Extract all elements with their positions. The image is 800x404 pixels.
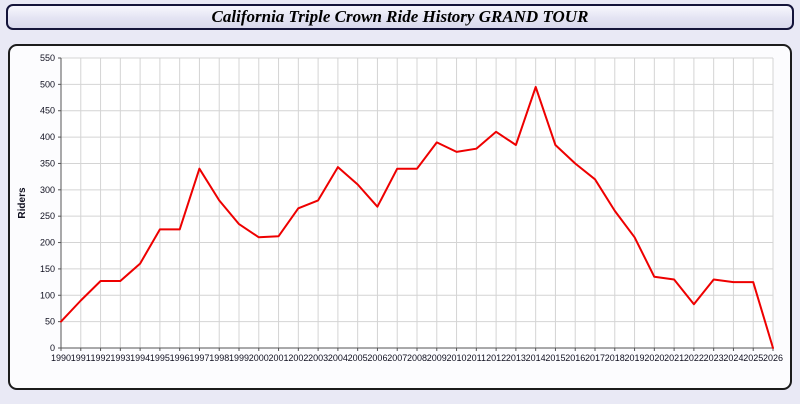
x-tick-label: 2003	[308, 353, 328, 363]
y-tick-label: 100	[40, 290, 55, 300]
riders-line-chart: 1990 1991 1992 1993 1994 1995 1996 1997 1998 1999…	[17, 53, 783, 363]
x-tick-label: 2018	[605, 353, 625, 363]
x-tick-label: 2021	[664, 353, 684, 363]
x-tick-label: 2020	[644, 353, 664, 363]
x-tick-label: 2000	[249, 353, 269, 363]
y-tick-label: 300	[40, 185, 55, 195]
y-tick-label: 550	[40, 53, 55, 63]
x-tick-label: 2008	[407, 353, 427, 363]
y-tick-label: 250	[40, 211, 55, 221]
x-tick-label: 2002	[288, 353, 308, 363]
x-tick-label: 2005	[348, 353, 368, 363]
y-tick-label: 350	[40, 158, 55, 168]
y-tick-label: 400	[40, 132, 55, 142]
x-tick-label: 1996	[170, 353, 190, 363]
chart-panel: 1990 1991 1992 1993 1994 1995 1996 1997 1998 1999…	[8, 44, 792, 390]
x-tick-label: 2017	[585, 353, 605, 363]
x-tick-label: 2025	[743, 353, 763, 363]
x-tick-label: 1991	[71, 353, 91, 363]
x-tick-label: 2026	[763, 353, 783, 363]
x-tick-label: 1993	[110, 353, 130, 363]
y-tick-label: 0	[50, 343, 55, 353]
page-title: California Triple Crown Ride History GRA…	[211, 7, 589, 26]
y-axis-title: Riders	[17, 187, 28, 219]
y-tick-label: 500	[40, 79, 55, 89]
x-tick-label: 1998	[209, 353, 229, 363]
x-tick-label: 2009	[427, 353, 447, 363]
x-tick-label: 2019	[625, 353, 645, 363]
x-tick-label: 1999	[229, 353, 249, 363]
x-tick-label: 1990	[51, 353, 71, 363]
x-tick-label: 1997	[189, 353, 209, 363]
x-tick-label: 1994	[130, 353, 150, 363]
x-tick-label: 2012	[486, 353, 506, 363]
x-tick-label: 2001	[269, 353, 289, 363]
x-tick-label: 2004	[328, 353, 348, 363]
x-tick-label: 2006	[367, 353, 387, 363]
y-tick-label: 50	[45, 317, 55, 327]
x-tick-label: 1995	[150, 353, 170, 363]
x-tick-label: 1992	[91, 353, 111, 363]
x-tick-label: 2010	[447, 353, 467, 363]
x-tick-label: 2013	[506, 353, 526, 363]
x-tick-label: 2022	[684, 353, 704, 363]
x-tick-label: 2011	[467, 353, 486, 363]
y-tick-label: 450	[40, 106, 55, 116]
y-tick-label: 200	[40, 238, 55, 248]
riders-series-line	[60, 86, 774, 349]
x-tick-label: 2015	[545, 353, 565, 363]
x-tick-label: 2007	[387, 353, 407, 363]
title-bar: California Triple Crown Ride History GRA…	[6, 4, 794, 30]
x-tick-label: 2014	[526, 353, 546, 363]
x-tick-label: 2023	[704, 353, 724, 363]
x-tick-label: 2024	[723, 353, 743, 363]
x-tick-label: 2016	[565, 353, 585, 363]
y-tick-label: 150	[40, 264, 55, 274]
